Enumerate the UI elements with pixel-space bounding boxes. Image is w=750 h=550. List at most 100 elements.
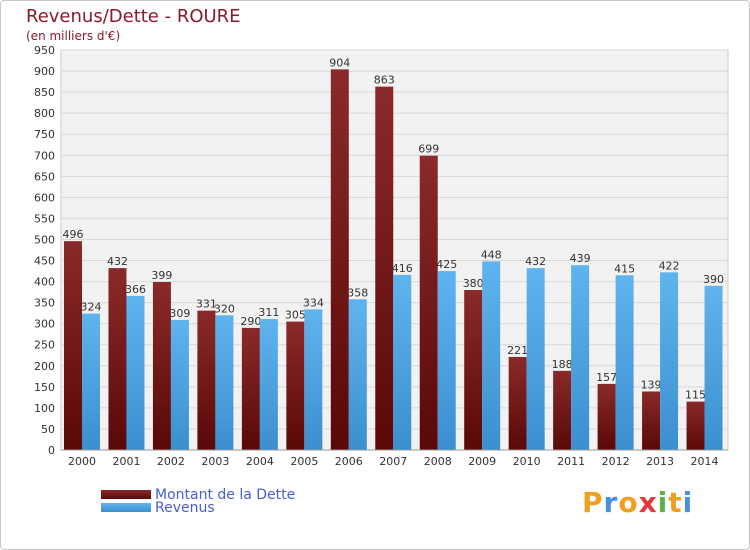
x-tick-label: 2008 [424, 455, 452, 468]
y-tick-label: 800 [34, 107, 55, 120]
x-tick-label: 2010 [513, 455, 541, 468]
bar-debt [553, 370, 572, 450]
data-label-revenue: 425 [436, 258, 457, 271]
bar-debt [508, 356, 527, 450]
y-tick-label: 900 [34, 65, 55, 78]
data-label-revenue: 320 [214, 302, 235, 315]
data-label-debt: 188 [552, 358, 573, 371]
y-tick-label: 350 [34, 297, 55, 310]
logo-letter: P [582, 486, 604, 519]
data-label-debt: 139 [641, 378, 662, 391]
data-label-revenue: 448 [481, 248, 502, 261]
x-tick-label: 2012 [602, 455, 630, 468]
bar-revenue [482, 261, 501, 450]
y-tick-label: 600 [34, 191, 55, 204]
legend-swatch-debt [101, 490, 151, 499]
x-tick-label: 2000 [68, 455, 96, 468]
data-label-revenue: 358 [347, 286, 368, 299]
x-tick-label: 2007 [379, 455, 407, 468]
bar-debt [464, 290, 483, 450]
bar-revenue [170, 319, 189, 450]
y-tick-label: 650 [34, 170, 55, 183]
data-label-revenue: 366 [125, 283, 146, 296]
bar-revenue [215, 315, 234, 450]
y-tick-label: 950 [34, 44, 55, 57]
logo-letter: i [682, 486, 694, 519]
data-label-revenue: 439 [570, 252, 591, 265]
bar-revenue [259, 319, 278, 450]
logo-letter: t [668, 486, 683, 519]
data-label-debt: 496 [63, 228, 84, 241]
data-label-debt: 157 [596, 371, 617, 384]
data-label-revenue: 416 [392, 262, 413, 275]
data-label-debt: 290 [240, 315, 261, 328]
bar-revenue [526, 268, 545, 450]
bar-debt [375, 86, 394, 450]
data-label-debt: 399 [151, 269, 172, 282]
y-tick-label: 150 [34, 381, 55, 394]
chart-title: Revenus/Dette - ROURE [26, 6, 241, 27]
proxiti-logo: Proxiti [582, 486, 693, 519]
x-tick-label: 2003 [201, 455, 229, 468]
data-label-revenue: 309 [169, 307, 190, 320]
bar-debt [686, 401, 705, 450]
x-tick-label: 2005 [290, 455, 318, 468]
bar-revenue [393, 274, 412, 450]
y-tick-label: 250 [34, 339, 55, 352]
bar-debt [419, 155, 438, 450]
logo-letter: r [603, 486, 619, 519]
y-tick-label: 500 [34, 233, 55, 246]
bar-debt [286, 321, 305, 450]
x-tick-label: 2004 [246, 455, 274, 468]
legend-label-revenue: Revenus [155, 500, 215, 516]
data-label-revenue: 311 [258, 306, 279, 319]
bar-debt [597, 383, 616, 450]
y-tick-label: 300 [34, 318, 55, 331]
x-tick-label: 2014 [691, 455, 719, 468]
legend-swatch-revenue [101, 503, 151, 512]
y-tick-label: 0 [48, 444, 55, 457]
bar-revenue [437, 271, 456, 450]
bar-revenue [571, 265, 590, 450]
data-label-debt: 305 [285, 309, 306, 322]
bar-debt [64, 241, 82, 450]
data-label-debt: 331 [196, 298, 217, 311]
y-tick-label: 700 [34, 149, 55, 162]
x-tick-label: 2006 [335, 455, 363, 468]
x-tick-label: 2001 [112, 455, 140, 468]
bar-revenue [304, 309, 323, 450]
data-label-debt: 380 [463, 277, 484, 290]
bar-revenue [82, 313, 100, 450]
x-tick-label: 2013 [646, 455, 674, 468]
bar-debt [108, 268, 127, 450]
bar-revenue [660, 272, 679, 450]
y-tick-label: 850 [34, 86, 55, 99]
chart-subtitle: (en milliers d'€) [26, 29, 120, 43]
logo-letter: o [618, 486, 639, 519]
bar-revenue [348, 299, 367, 450]
data-label-revenue: 390 [703, 273, 724, 286]
y-tick-label: 750 [34, 128, 55, 141]
bar-debt [152, 282, 171, 450]
data-label-debt: 863 [374, 74, 395, 87]
y-tick-label: 400 [34, 276, 55, 289]
bar-debt [330, 69, 349, 451]
data-label-debt: 904 [329, 56, 350, 69]
x-tick-label: 2011 [557, 455, 585, 468]
y-tick-label: 100 [34, 402, 55, 415]
data-label-debt: 432 [107, 255, 128, 268]
data-label-debt: 699 [418, 143, 439, 156]
data-label-revenue: 334 [303, 296, 324, 309]
data-label-revenue: 422 [659, 259, 680, 272]
legend-label-debt: Montant de la Dette [155, 487, 295, 503]
bar-revenue [704, 285, 723, 450]
x-tick-label: 2002 [157, 455, 185, 468]
data-label-revenue: 324 [81, 301, 102, 314]
x-tick-label: 2009 [468, 455, 496, 468]
data-label-debt: 115 [685, 389, 706, 402]
bar-revenue [615, 275, 634, 450]
data-label-revenue: 415 [614, 262, 635, 275]
bar-revenue [126, 295, 145, 450]
y-tick-label: 550 [34, 212, 55, 225]
